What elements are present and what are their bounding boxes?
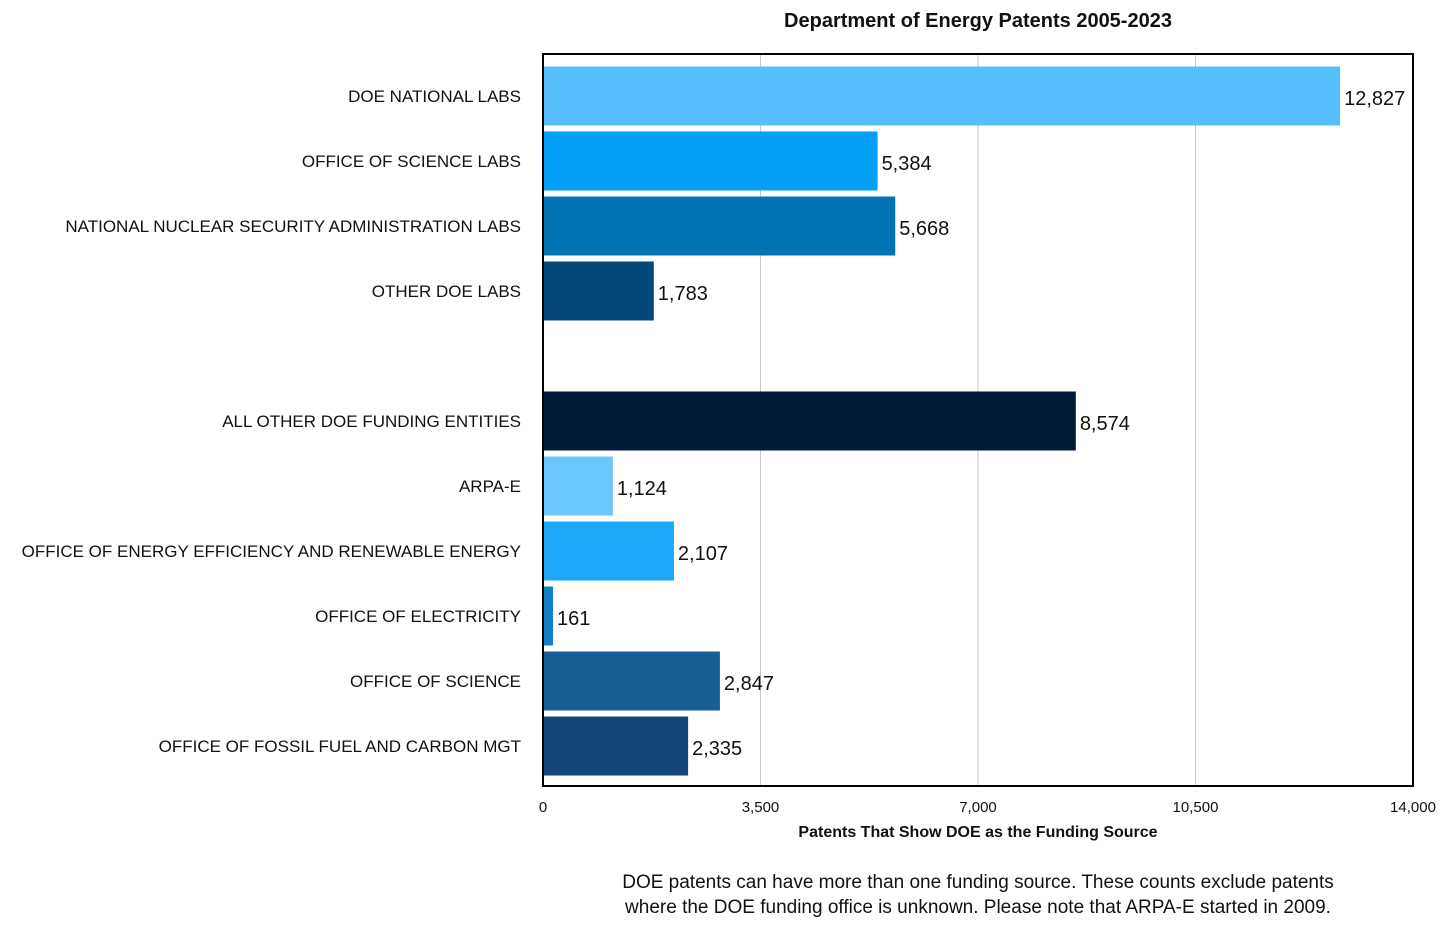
plot-frame — [542, 53, 1414, 787]
footnote-line-2: where the DOE funding office is unknown.… — [625, 897, 1331, 918]
bars — [543, 66, 1341, 776]
category-label: NATIONAL NUCLEAR SECURITY ADMINISTRATION… — [65, 217, 521, 236]
bar-value-label: 161 — [557, 608, 590, 630]
x-tick-label: 0 — [539, 799, 547, 816]
bar — [543, 716, 689, 776]
category-label: OFFICE OF ENERGY EFFICIENCY AND RENEWABL… — [22, 542, 521, 561]
bar — [543, 586, 554, 646]
bar — [543, 391, 1076, 451]
x-tick-label: 7,000 — [959, 799, 997, 816]
bar-value-label: 2,107 — [678, 543, 728, 565]
x-tick-label: 14,000 — [1390, 799, 1436, 816]
bar — [543, 456, 613, 516]
bar-value-label: 8,574 — [1080, 413, 1130, 435]
bar — [543, 66, 1341, 126]
chart-title: Department of Energy Patents 2005-2023 — [784, 10, 1172, 32]
x-tick-labels: 0 3,500 7,000 10,500 14,000 — [539, 799, 1436, 816]
category-label: OFFICE OF FOSSIL FUEL AND CARBON MGT — [159, 737, 521, 756]
value-labels: 12,827 5,384 5,668 1,783 8,574 1,124 2,107 161 2… — [557, 88, 1405, 760]
bar — [543, 651, 720, 711]
x-axis-label: Patents That Show DOE as the Funding Sou… — [798, 824, 1158, 841]
bar-value-label: 5,384 — [882, 153, 932, 175]
bar — [543, 261, 654, 321]
category-label: ALL OTHER DOE FUNDING ENTITIES — [222, 412, 521, 431]
category-label: ARPA-E — [459, 477, 521, 496]
bar — [543, 196, 896, 256]
bar — [543, 521, 674, 581]
bar-value-label: 5,668 — [899, 218, 949, 240]
footnote: DOE patents can have more than one fundi… — [543, 870, 1413, 920]
category-labels: DOE NATIONAL LABS OFFICE OF SCIENCE LABS N… — [22, 87, 521, 756]
bar-value-label: 2,847 — [724, 673, 774, 695]
bar-value-label: 2,335 — [692, 738, 742, 760]
category-label: DOE NATIONAL LABS — [348, 87, 521, 106]
bar-value-label: 12,827 — [1344, 88, 1405, 110]
x-tick-label: 10,500 — [1173, 799, 1219, 816]
footnote-line-1: DOE patents can have more than one fundi… — [622, 872, 1334, 893]
x-tick-label: 3,500 — [742, 799, 780, 816]
category-label: OFFICE OF SCIENCE LABS — [302, 152, 521, 171]
category-label: OFFICE OF ELECTRICITY — [315, 607, 521, 626]
category-label: OTHER DOE LABS — [372, 282, 521, 301]
category-label: OFFICE OF SCIENCE — [350, 672, 521, 691]
bar — [543, 131, 878, 191]
bar-value-label: 1,124 — [617, 478, 667, 500]
bar-value-label: 1,783 — [658, 283, 708, 305]
